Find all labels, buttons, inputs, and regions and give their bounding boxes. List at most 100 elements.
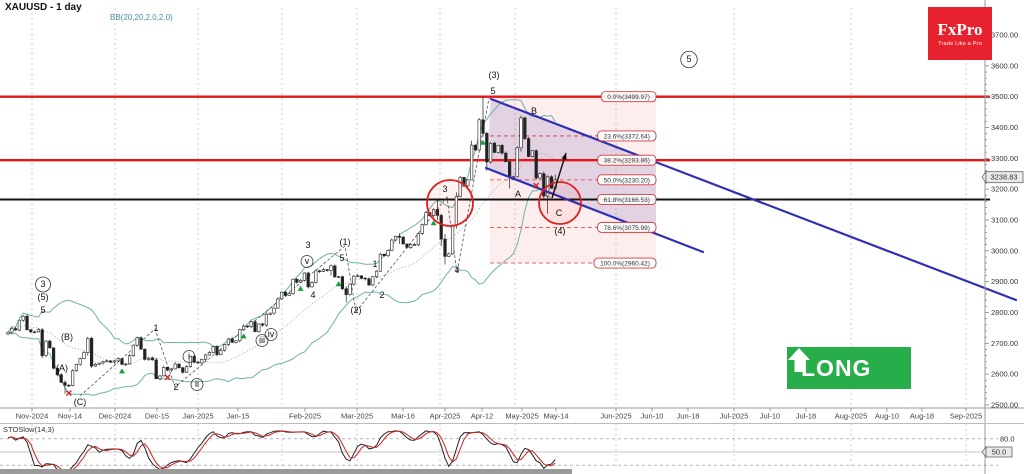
- svg-text:5: 5: [686, 54, 691, 64]
- svg-text:23.6%(3372.64): 23.6%(3372.64): [604, 133, 650, 140]
- symbol-title: XAUUSD - 1 day: [5, 2, 82, 13]
- red-highlight-circle: [538, 181, 582, 225]
- price-axis[interactable]: [985, 0, 1024, 408]
- svg-text:Apr-2025: Apr-2025: [430, 412, 461, 421]
- svg-text:(C): (C): [74, 397, 87, 407]
- svg-text:50.0: 50.0: [992, 448, 1007, 457]
- svg-text:Jul-18: Jul-18: [796, 412, 816, 421]
- svg-text:Mar-2025: Mar-2025: [341, 412, 373, 421]
- svg-text:3200.00: 3200.00: [991, 185, 1018, 194]
- sell-marker: [164, 374, 171, 381]
- buy-marker: [119, 368, 125, 374]
- sell-marker: [533, 182, 540, 189]
- fib-level-label[interactable]: [597, 174, 657, 186]
- svg-text:3100.00: 3100.00: [991, 215, 1018, 224]
- buy-marker: [430, 220, 437, 226]
- channel-upper-line[interactable]: [489, 97, 1018, 302]
- svg-text:2700.00: 2700.00: [991, 339, 1018, 348]
- fib-level-label[interactable]: [600, 91, 657, 103]
- fib-level-label[interactable]: [597, 130, 657, 142]
- svg-text:A: A: [515, 189, 521, 199]
- svg-text:Jun-18: Jun-18: [677, 412, 700, 421]
- svg-text:Feb-2025: Feb-2025: [289, 412, 321, 421]
- svg-text:3700.00: 3700.00: [991, 31, 1018, 40]
- fxpro-tagline: Trade Like a Pro: [938, 40, 982, 47]
- long-signal-badge: LONG: [787, 347, 911, 389]
- svg-text:v: v: [305, 256, 310, 266]
- svg-text:3400.00: 3400.00: [991, 123, 1018, 132]
- time-axis[interactable]: [0, 408, 985, 424]
- svg-text:3238.83: 3238.83: [990, 173, 1017, 182]
- buy-marker: [480, 139, 486, 145]
- svg-text:61.8%(3166.53): 61.8%(3166.53): [604, 197, 650, 204]
- channel-lower-line[interactable]: [484, 166, 705, 254]
- svg-text:Aug-18: Aug-18: [910, 412, 934, 421]
- svg-text:Apr-12: Apr-12: [471, 412, 494, 421]
- svg-text:1: 1: [372, 259, 377, 269]
- svg-text:50.0%(3230.20): 50.0%(3230.20): [604, 177, 650, 184]
- buy-marker: [335, 281, 342, 287]
- svg-text:(B): (B): [61, 332, 73, 342]
- svg-text:5: 5: [40, 305, 45, 315]
- fib-level-label[interactable]: [597, 194, 657, 205]
- svg-text:Jan-15: Jan-15: [227, 412, 250, 421]
- svg-text:iv: iv: [268, 329, 275, 339]
- fib-level-label[interactable]: [593, 257, 657, 269]
- chart-scrollbar[interactable]: [0, 469, 572, 474]
- bollinger-settings-label[interactable]: BB(20,20,2.0,2.0): [110, 13, 173, 22]
- sell-marker: [65, 390, 72, 397]
- elliott-wave-path: [79, 97, 490, 397]
- svg-text:i: i: [188, 351, 190, 361]
- up-arrow-icon: [788, 348, 810, 372]
- red-highlight-circle: [426, 179, 474, 227]
- svg-text:2500.00: 2500.00: [991, 400, 1018, 409]
- svg-text:(3): (3): [489, 70, 500, 80]
- svg-text:80.0: 80.0: [1000, 434, 1015, 443]
- svg-text:Aug-2025: Aug-2025: [835, 412, 868, 421]
- svg-text:2900.00: 2900.00: [991, 277, 1018, 286]
- stochastic-d-line: [7, 430, 556, 473]
- svg-text:Jul-10: Jul-10: [760, 412, 780, 421]
- svg-text:(1): (1): [340, 237, 351, 247]
- svg-text:3500.00: 3500.00: [991, 92, 1018, 101]
- svg-text:May-2025: May-2025: [505, 412, 538, 421]
- svg-text:Jul-2025: Jul-2025: [720, 412, 749, 421]
- svg-text:Nov-2024: Nov-2024: [16, 412, 49, 421]
- svg-text:ii: ii: [195, 379, 199, 389]
- svg-text:C: C: [556, 208, 563, 218]
- svg-text:Nov-14: Nov-14: [58, 412, 82, 421]
- svg-text:iii: iii: [259, 335, 265, 345]
- svg-text:Jun-10: Jun-10: [641, 412, 664, 421]
- svg-text:3000.00: 3000.00: [991, 246, 1018, 255]
- svg-text:Jan-2025: Jan-2025: [182, 412, 213, 421]
- svg-text:1: 1: [153, 323, 158, 333]
- fxpro-logo-text: FxPro: [937, 19, 983, 39]
- scrollbar-thumb[interactable]: [0, 469, 572, 474]
- svg-text:5: 5: [339, 253, 344, 263]
- buy-marker: [240, 333, 247, 339]
- stochastic-settings-label[interactable]: STOSlow(14,3): [3, 425, 55, 434]
- svg-text:78.6%(3075.99): 78.6%(3075.99): [604, 225, 650, 232]
- svg-text:(5): (5): [38, 292, 49, 302]
- bollinger-middle-band: [7, 152, 556, 366]
- svg-text:0.0%(3499.97): 0.0%(3499.97): [607, 94, 650, 101]
- svg-text:(A): (A): [56, 363, 68, 373]
- buy-marker: [297, 285, 304, 291]
- svg-text:100.0%(2960.42): 100.0%(2960.42): [600, 261, 650, 268]
- fib-level-label[interactable]: [597, 221, 657, 233]
- svg-text:Mar-16: Mar-16: [391, 412, 415, 421]
- svg-text:2800.00: 2800.00: [991, 308, 1018, 317]
- fib-level-label[interactable]: [597, 154, 657, 166]
- svg-text:Dec-2024: Dec-2024: [99, 412, 132, 421]
- svg-text:B: B: [531, 106, 537, 116]
- svg-text:Jun-2025: Jun-2025: [600, 412, 631, 421]
- svg-text:4: 4: [454, 265, 459, 275]
- month-gridlines: [31, 8, 967, 468]
- svg-text:2: 2: [379, 290, 384, 300]
- fxpro-logo: FxPro Trade Like a Pro: [928, 7, 992, 60]
- svg-text:2: 2: [173, 382, 178, 392]
- svg-text:(4): (4): [555, 226, 566, 236]
- svg-text:May-14: May-14: [543, 412, 568, 421]
